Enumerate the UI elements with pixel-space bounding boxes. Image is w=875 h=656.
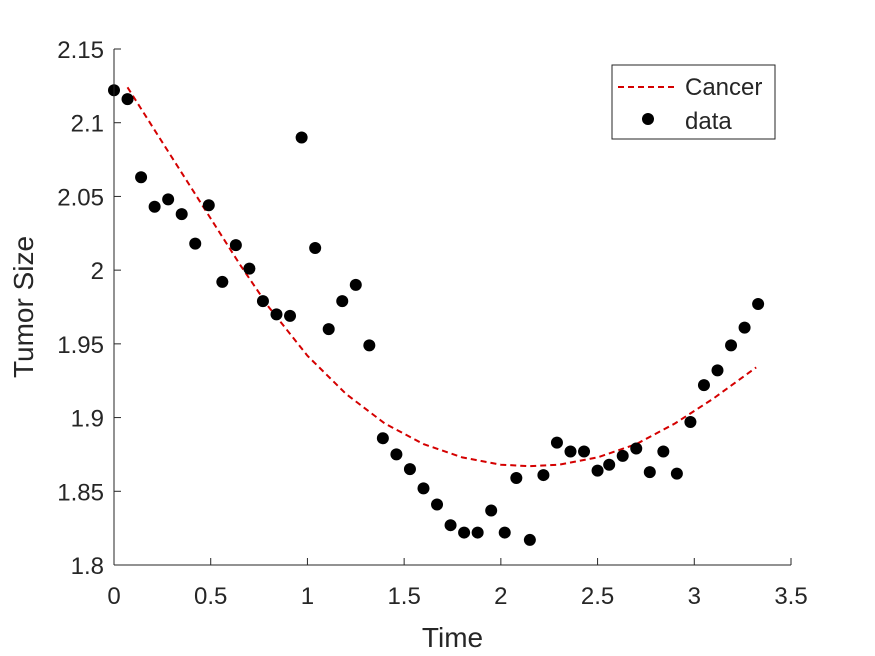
data-point <box>162 193 175 206</box>
legend-label-cancer: Cancer <box>685 74 762 101</box>
y-tick-label: 2 <box>91 258 104 285</box>
data-point <box>216 275 229 288</box>
data-point <box>322 323 335 336</box>
data-point <box>752 298 765 311</box>
data-point <box>458 526 471 539</box>
x-tick-label: 1.5 <box>387 583 420 610</box>
data-point <box>256 295 269 308</box>
data-point <box>376 432 389 445</box>
data-point <box>550 436 563 449</box>
y-tick-label: 1.95 <box>57 332 104 359</box>
y-tick-label: 1.9 <box>71 406 104 433</box>
data-point <box>725 339 738 352</box>
axes: 0 0.5 1 1.5 2 2.5 3 3.5 1.8 1.85 1.9 1.95 2 2.05 2.1 2… <box>57 37 807 610</box>
data-point <box>336 295 349 308</box>
data-point <box>431 498 444 511</box>
data-point <box>349 278 362 291</box>
data-point <box>738 321 751 334</box>
data-point <box>148 200 161 213</box>
data-point <box>135 171 148 184</box>
x-tick-label: 0.5 <box>194 583 227 610</box>
plot-area <box>108 84 765 546</box>
legend-box <box>611 64 776 140</box>
x-tick-label: 2.5 <box>581 583 614 610</box>
data-point <box>363 339 376 352</box>
data-point <box>444 519 457 532</box>
data-point <box>684 415 697 428</box>
data-point <box>390 448 403 461</box>
data-point <box>670 467 683 480</box>
x-tick-label: 2 <box>494 583 507 610</box>
x-ticks: 0 0.5 1 1.5 2 2.5 3 3.5 <box>107 558 808 610</box>
data-point <box>537 469 550 482</box>
data-point <box>657 445 670 458</box>
data-point <box>229 239 242 252</box>
data-point <box>591 464 604 477</box>
data-point <box>284 309 297 322</box>
data-point <box>603 458 616 471</box>
data-point <box>711 364 724 377</box>
data-point <box>175 208 188 221</box>
data-point <box>616 449 629 462</box>
x-axis-label: Time <box>422 622 483 653</box>
data-point <box>270 308 283 321</box>
x-tick-label: 3 <box>688 583 701 610</box>
y-tick-label: 1.85 <box>57 479 104 506</box>
y-tick-label: 1.8 <box>71 553 104 580</box>
y-tick-label: 2.15 <box>57 37 104 64</box>
data-point <box>523 533 536 546</box>
legend: Cancer data <box>611 64 776 140</box>
data-point <box>564 445 577 458</box>
data-point <box>417 482 430 495</box>
x-tick-label: 1 <box>301 583 314 610</box>
y-ticks: 1.8 1.85 1.9 1.95 2 2.05 2.1 2.15 <box>57 37 121 580</box>
data-point <box>485 504 498 517</box>
y-tick-label: 2.05 <box>57 184 104 211</box>
y-axis-label: Tumor Size <box>8 236 39 378</box>
data-point <box>403 463 416 476</box>
x-tick-label: 0 <box>107 583 120 610</box>
data-point <box>697 379 710 392</box>
legend-marker-swatch <box>642 113 654 125</box>
data-point <box>578 445 591 458</box>
data-point <box>243 262 256 275</box>
y-tick-label: 2.1 <box>71 111 104 138</box>
series-line-cancer <box>126 86 757 468</box>
data-point <box>295 131 308 144</box>
legend-label-data: data <box>685 108 732 135</box>
data-point <box>309 242 322 255</box>
data-point <box>510 472 523 485</box>
data-point <box>202 199 215 212</box>
data-point <box>498 526 511 539</box>
data-point <box>643 466 656 479</box>
x-tick-label: 3.5 <box>774 583 807 610</box>
data-point <box>189 237 202 250</box>
data-point <box>121 93 134 106</box>
data-point <box>630 442 643 455</box>
data-point <box>471 526 484 539</box>
